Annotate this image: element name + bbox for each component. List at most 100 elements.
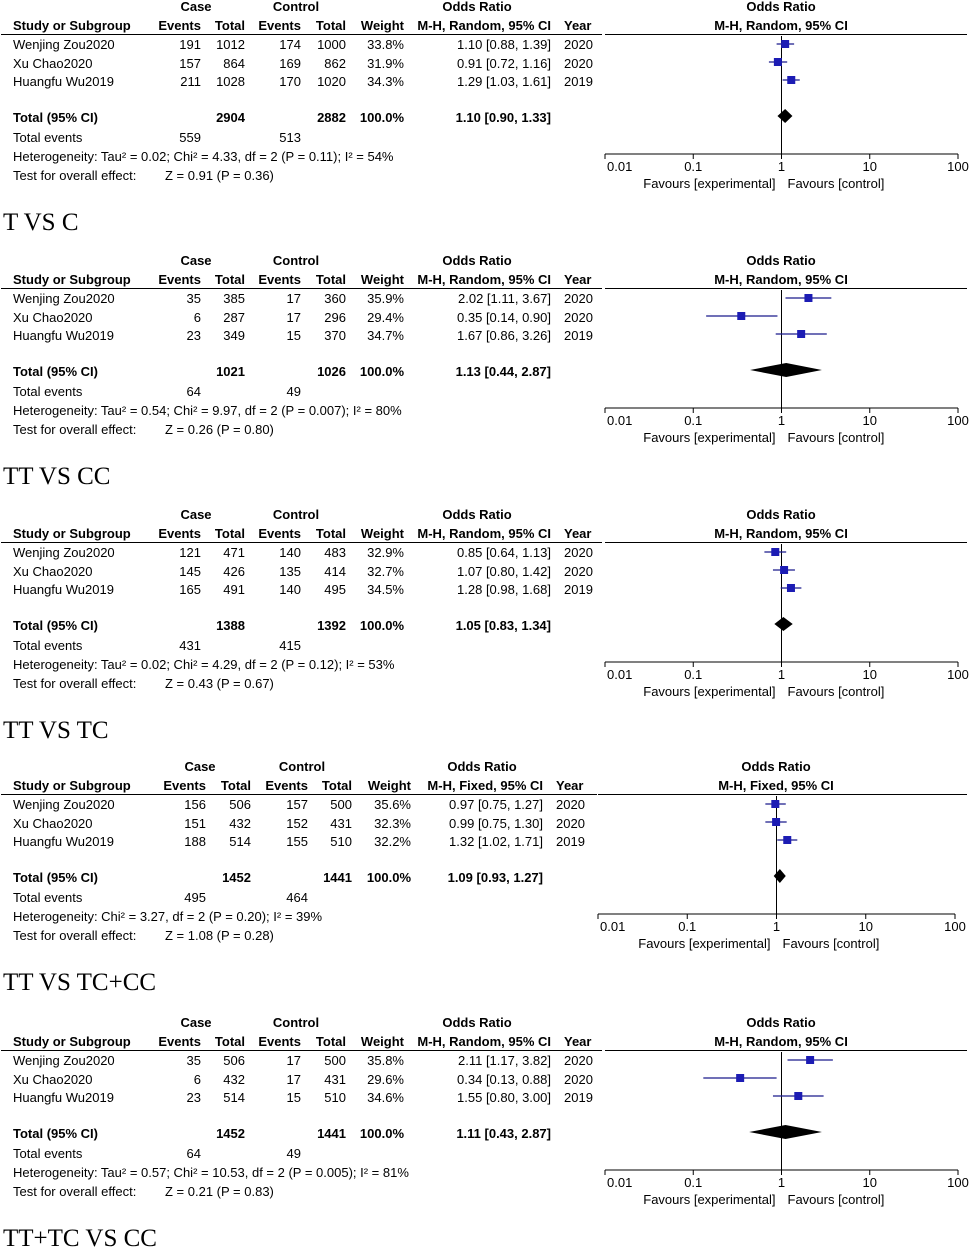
control-events: 152	[286, 816, 308, 831]
case-events-header: Events	[158, 272, 201, 287]
favours-control-label: Favours [control]	[788, 1192, 885, 1207]
study-year: 2019	[564, 582, 593, 597]
study-weight: 35.6%	[374, 797, 411, 812]
study-point-marker	[794, 1092, 803, 1100]
case-total-header: Total	[214, 526, 245, 541]
study-weight: 32.9%	[367, 545, 404, 560]
overall-effect-value: Z = 0.21 (P = 0.83)	[165, 1184, 274, 1199]
case-total: 506	[229, 797, 251, 812]
x-tick-label: 1	[773, 919, 780, 934]
control-events-header: Events	[258, 18, 301, 33]
x-tick-label: 10	[863, 667, 877, 682]
total-odds-ratio-ci: 1.09 [0.93, 1.27]	[447, 870, 543, 885]
study-name: Huangfu Wu2019	[13, 328, 114, 343]
pooled-effect-diamond	[777, 109, 793, 123]
control-events: 140	[279, 582, 301, 597]
study-weight: 32.2%	[374, 834, 411, 849]
study-odds-ratio-ci: 1.29 [1.03, 1.61]	[457, 74, 551, 89]
panel-caption: TT VS CC	[3, 463, 111, 490]
total-ci-label: Total (95% CI)	[13, 618, 98, 633]
heterogeneity-text: Heterogeneity: Tau² = 0.54; Chi² = 9.97,…	[13, 403, 402, 418]
case-header: Case	[184, 759, 216, 774]
study-weight: 31.9%	[367, 56, 404, 71]
study-year: 2020	[564, 545, 593, 560]
x-tick-label: 0.01	[607, 159, 632, 174]
odds-ratio-header: Odds Ratio	[442, 1015, 512, 1030]
study-year: 2020	[564, 1072, 593, 1087]
study-weight: 34.7%	[367, 328, 404, 343]
case-events-header: Events	[163, 778, 206, 793]
total-weight: 100.0%	[366, 870, 411, 885]
overall-effect-value: Z = 0.43 (P = 0.67)	[165, 676, 274, 691]
favours-experimental-label: Favours [experimental]	[643, 176, 775, 191]
study-point-marker	[783, 836, 792, 844]
case-header: Case	[180, 1015, 212, 1030]
control-total: 370	[324, 328, 346, 343]
study-name: Huangfu Wu2019	[13, 834, 114, 849]
favours-experimental-label: Favours [experimental]	[643, 1192, 775, 1207]
total-control-total: 1026	[317, 364, 346, 379]
favours-control-label: Favours [control]	[788, 176, 885, 191]
x-tick-label: 1	[778, 413, 785, 428]
overall-effect-value: Z = 0.26 (P = 0.80)	[165, 422, 274, 437]
total-events-label: Total events	[13, 638, 83, 653]
case-events: 157	[179, 56, 201, 71]
control-events: 157	[286, 797, 308, 812]
x-tick-label: 0.1	[684, 159, 702, 174]
study-odds-ratio-ci: 1.07 [0.80, 1.42]	[457, 564, 551, 579]
weight-header: Weight	[360, 272, 404, 287]
case-events: 23	[186, 1090, 201, 1105]
year-header: Year	[556, 778, 584, 793]
control-total: 414	[324, 564, 346, 579]
case-total-header: Total	[220, 778, 251, 793]
study-name: Wenjing Zou2020	[13, 37, 115, 52]
method-header: M-H, Random, 95% CI	[417, 1034, 551, 1049]
overall-effect-value: Z = 0.91 (P = 0.36)	[165, 168, 274, 183]
study-column-header: Study or Subgroup	[13, 778, 131, 793]
study-point-marker	[787, 76, 796, 84]
total-case-events: 495	[184, 890, 206, 905]
study-odds-ratio-ci: 1.32 [1.02, 1.71]	[449, 834, 543, 849]
pooled-effect-diamond	[773, 869, 786, 883]
heterogeneity-text: Heterogeneity: Tau² = 0.02; Chi² = 4.33,…	[13, 149, 394, 164]
x-tick-label: 1	[778, 159, 785, 174]
case-events: 23	[186, 328, 201, 343]
total-control-total: 1441	[323, 870, 352, 885]
x-tick-label: 0.1	[684, 413, 702, 428]
total-odds-ratio-ci: 1.13 [0.44, 2.87]	[455, 364, 551, 379]
control-total-header: Total	[321, 778, 352, 793]
case-events-header: Events	[158, 18, 201, 33]
x-tick-label: 0.01	[607, 413, 632, 428]
study-point-marker	[781, 40, 790, 48]
x-tick-label: 100	[947, 667, 969, 682]
method-header: M-H, Fixed, 95% CI	[427, 778, 543, 793]
x-tick-label: 100	[947, 1175, 969, 1190]
heterogeneity-text: Heterogeneity: Chi² = 3.27, df = 2 (P = …	[13, 909, 323, 924]
case-events: 35	[186, 1053, 201, 1068]
header-rule	[1, 288, 602, 289]
total-weight: 100.0%	[359, 618, 404, 633]
control-total: 510	[330, 834, 352, 849]
control-events: 170	[279, 74, 301, 89]
header-rule	[1, 542, 602, 543]
study-point-marker	[797, 330, 806, 338]
overall-effect-value: Z = 1.08 (P = 0.28)	[165, 928, 274, 943]
study-point-marker	[736, 1074, 745, 1082]
study-name: Xu Chao2020	[13, 816, 93, 831]
plot-header-rule	[605, 542, 967, 543]
control-total: 483	[324, 545, 346, 560]
case-events: 6	[193, 310, 201, 325]
case-header: Case	[180, 0, 212, 14]
control-total-header: Total	[315, 272, 346, 287]
heterogeneity-text: Heterogeneity: Tau² = 0.02; Chi² = 4.29,…	[13, 657, 395, 672]
total-case-total: 1388	[216, 618, 245, 633]
total-ci-label: Total (95% CI)	[13, 364, 98, 379]
study-weight: 35.8%	[367, 1053, 404, 1068]
forest-plot-area: 0.01 0.1 1 10 100 Favours [experimental] Favou…	[604, 36, 969, 191]
plot-method-header: M-H, Random, 95% CI	[714, 526, 848, 541]
case-total-header: Total	[214, 1034, 245, 1049]
control-events: 135	[279, 564, 301, 579]
x-tick-label: 100	[947, 159, 969, 174]
case-header: Case	[180, 507, 212, 522]
study-column-header: Study or Subgroup	[13, 18, 131, 33]
